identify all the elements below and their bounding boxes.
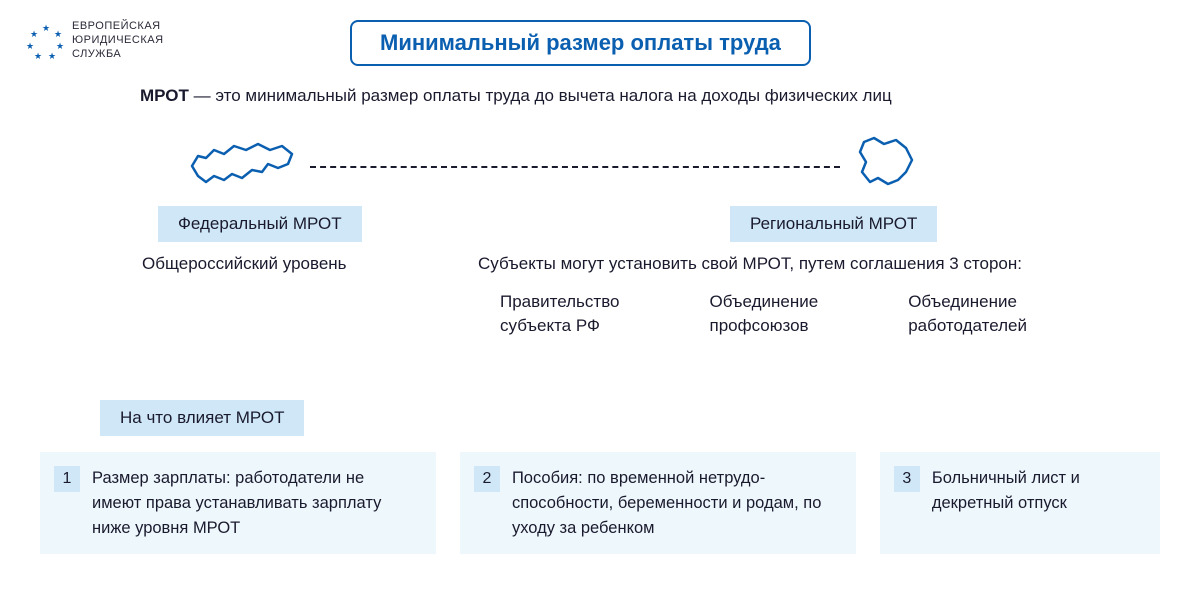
impact-cards: 1 Размер зарплаты: работодатели не имеют… — [40, 452, 1160, 554]
card-number: 1 — [54, 466, 80, 492]
card-number: 2 — [474, 466, 500, 492]
definition-body: — это минимальный размер оплаты труда до… — [189, 86, 892, 105]
card-text: Больничный лист и декретный отпуск — [932, 466, 1142, 540]
logo-stars-icon: ★ ★ ★ ★ ★ ★ ★ — [28, 23, 64, 59]
party-government: Правительство субъекта РФ — [500, 290, 620, 338]
logo: ★ ★ ★ ★ ★ ★ ★ ЕВРОПЕЙСКАЯ ЮРИДИЧЕСКАЯ СЛ… — [28, 20, 164, 61]
card-text: Пособия: по временной нетрудо­способност… — [512, 466, 838, 540]
logo-text: ЕВРОПЕЙСКАЯ ЮРИДИЧЕСКАЯ СЛУЖБА — [72, 20, 164, 61]
impact-card-1: 1 Размер зарплаты: работодатели не имеют… — [40, 452, 436, 554]
page-title: Минимальный размер оплаты труда — [350, 20, 811, 66]
definition-term: МРОТ — [140, 86, 189, 105]
party-employers: Объединение работодателей — [908, 290, 1027, 338]
card-number: 3 — [894, 466, 920, 492]
federal-badge: Федеральный МРОТ — [158, 206, 362, 242]
federal-description: Общероссийский уровень — [142, 254, 347, 274]
region-map-icon — [852, 132, 922, 201]
impact-card-3: 3 Больничный лист и декретный отпуск — [880, 452, 1160, 554]
regional-description: Субъекты могут установить свой МРОТ, пут… — [478, 254, 1022, 274]
maps-row — [0, 130, 1200, 210]
definition-text: МРОТ — это минимальный размер оплаты тру… — [140, 86, 1140, 106]
party-unions: Объединение профсоюзов — [710, 290, 819, 338]
connector-line — [310, 166, 840, 168]
card-text: Размер зарплаты: работодатели не имеют п… — [92, 466, 418, 540]
impact-label: На что влияет МРОТ — [100, 400, 304, 436]
regional-parties: Правительство субъекта РФ Объединение пр… — [500, 290, 1027, 338]
impact-card-2: 2 Пособия: по временной нетрудо­способно… — [460, 452, 856, 554]
regional-badge: Региональный МРОТ — [730, 206, 937, 242]
russia-map-icon — [188, 136, 298, 197]
